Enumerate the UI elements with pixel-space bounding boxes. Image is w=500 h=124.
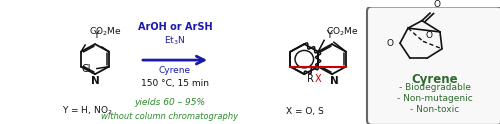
Text: X: X [315,74,322,84]
Text: O: O [387,39,394,48]
Text: N: N [330,76,338,86]
Text: CO$_2$Me: CO$_2$Me [89,25,122,38]
Text: X = O, S: X = O, S [286,108,324,116]
Text: - Biodegradable: - Biodegradable [398,83,470,92]
Text: Cl: Cl [82,64,91,75]
Text: O: O [426,31,433,40]
Text: N: N [90,76,100,86]
Text: CO$_2$Me: CO$_2$Me [326,26,358,38]
Text: - Non-mutagenic: - Non-mutagenic [396,94,472,103]
Text: R: R [306,74,314,84]
Text: Y: Y [93,30,99,40]
Text: - Non-toxic: - Non-toxic [410,105,459,114]
Text: Cyrene: Cyrene [159,66,191,75]
Text: without column chromatography: without column chromatography [102,112,238,121]
Text: Cyrene: Cyrene [411,73,458,86]
Text: Y = H, NO$_2$: Y = H, NO$_2$ [62,105,112,117]
Text: O: O [434,0,441,9]
FancyBboxPatch shape [367,7,500,124]
Text: yields 60 – 95%: yields 60 – 95% [134,98,206,107]
Text: ArOH or ArSH: ArOH or ArSH [138,22,212,32]
Text: 150 °C, 15 min: 150 °C, 15 min [141,79,209,88]
Text: Et$_3$N: Et$_3$N [164,34,186,47]
Text: Y: Y [326,30,332,40]
